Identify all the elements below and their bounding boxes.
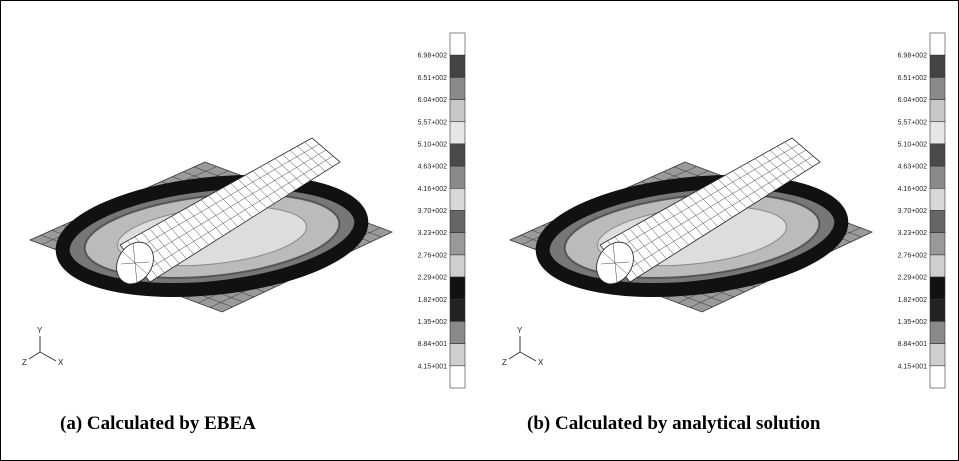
axis-label: Z [22,358,27,367]
colorbar-label: 4.16+002 [898,186,927,193]
colorbar-segment [929,343,946,367]
colorbar-label: 6.98+002 [418,53,447,60]
colorbar-segment [929,77,946,100]
colorbar-segment [449,32,466,56]
colorbar-label: 6.04+002 [898,97,927,104]
colorbar-label: 1.82+002 [898,297,927,304]
colorbar-label: 5.10+002 [418,141,447,148]
colorbar-segment [929,99,946,123]
colorbar-label: 2.76+002 [898,252,927,259]
panel: 6.98+002 6.51+002 6.04+002 5.57+002 5.10+002… [22,32,466,434]
colorbar-segment [929,321,946,344]
colorbar-label: 6.04+002 [418,97,447,104]
axis-label: X [58,358,64,367]
colorbar-segment [929,143,946,167]
colorbar-segment [929,365,946,389]
colorbar-segment [449,232,466,256]
colorbar-label: 8.84+001 [418,341,447,348]
colorbar-segment [449,365,466,389]
axis-label: X [538,358,544,367]
colorbar-label: 6.98+002 [898,53,927,60]
colorbar-label: 1.35+002 [418,319,447,326]
colorbar-segment [449,143,466,167]
colorbar-label: 5.57+002 [898,119,927,126]
colorbar-label: 5.57+002 [418,119,447,126]
colorbar-label: 4.63+002 [418,164,447,171]
colorbar-label: 4.16+002 [418,186,447,193]
caption: (a) Calculated by EBEA [60,413,256,434]
axis-label: Y [37,326,43,335]
colorbar-segment [449,298,466,322]
colorbar-label: 2.76+002 [418,252,447,259]
colorbar-segment [449,188,466,211]
colorbar-segment [929,121,946,145]
colorbar-label: 3.70+002 [898,208,927,215]
axis-line [28,351,41,360]
colorbar-label: 1.35+002 [898,319,927,326]
colorbar-segment [929,165,946,189]
colorbar-label: 4.15+001 [418,363,447,370]
colorbar-segment [449,321,466,344]
colorbar-label: 1.82+002 [418,297,447,304]
colorbar-segment [929,32,946,56]
colorbar-label: 2.29+002 [898,275,927,282]
colorbar-label: 8.84+001 [898,341,927,348]
colorbar-segment [929,276,946,300]
colorbar-segment [449,77,466,100]
colorbar-segment [929,232,946,256]
colorbar-segment [929,54,946,78]
axis-line [519,351,537,362]
colorbar-label: 5.10+002 [898,141,927,148]
colorbar-segment [449,121,466,145]
axis-label: Z [502,358,507,367]
axis-line [508,351,521,360]
colorbar-segment [449,165,466,189]
colorbar-label: 4.63+002 [898,164,927,171]
colorbar-segment [929,298,946,322]
colorbar-segment [929,188,946,211]
colorbar-label: 3.23+002 [418,230,447,237]
colorbar-label: 3.23+002 [898,230,927,237]
caption: (b) Calculated by analytical solution [527,413,821,434]
axis-line [39,351,57,362]
colorbar-label: 6.51+002 [898,75,927,82]
colorbar-segment [449,276,466,300]
colorbar-label: 4.15+001 [898,363,927,370]
colorbar-label: 2.29+002 [418,275,447,282]
axis-label: Y [517,326,523,335]
colorbar-segment [929,210,946,233]
colorbar-label: 3.70+002 [418,208,447,215]
colorbar-label: 6.51+002 [418,75,447,82]
panel: 6.98+002 6.51+002 6.04+002 5.57+002 5.10+002… [502,32,946,434]
colorbar-segment [929,254,946,278]
colorbar-segment [449,54,466,78]
colorbar-segment [449,99,466,123]
colorbar-segment [449,343,466,367]
colorbar-segment [449,210,466,233]
colorbar-segment [449,254,466,278]
